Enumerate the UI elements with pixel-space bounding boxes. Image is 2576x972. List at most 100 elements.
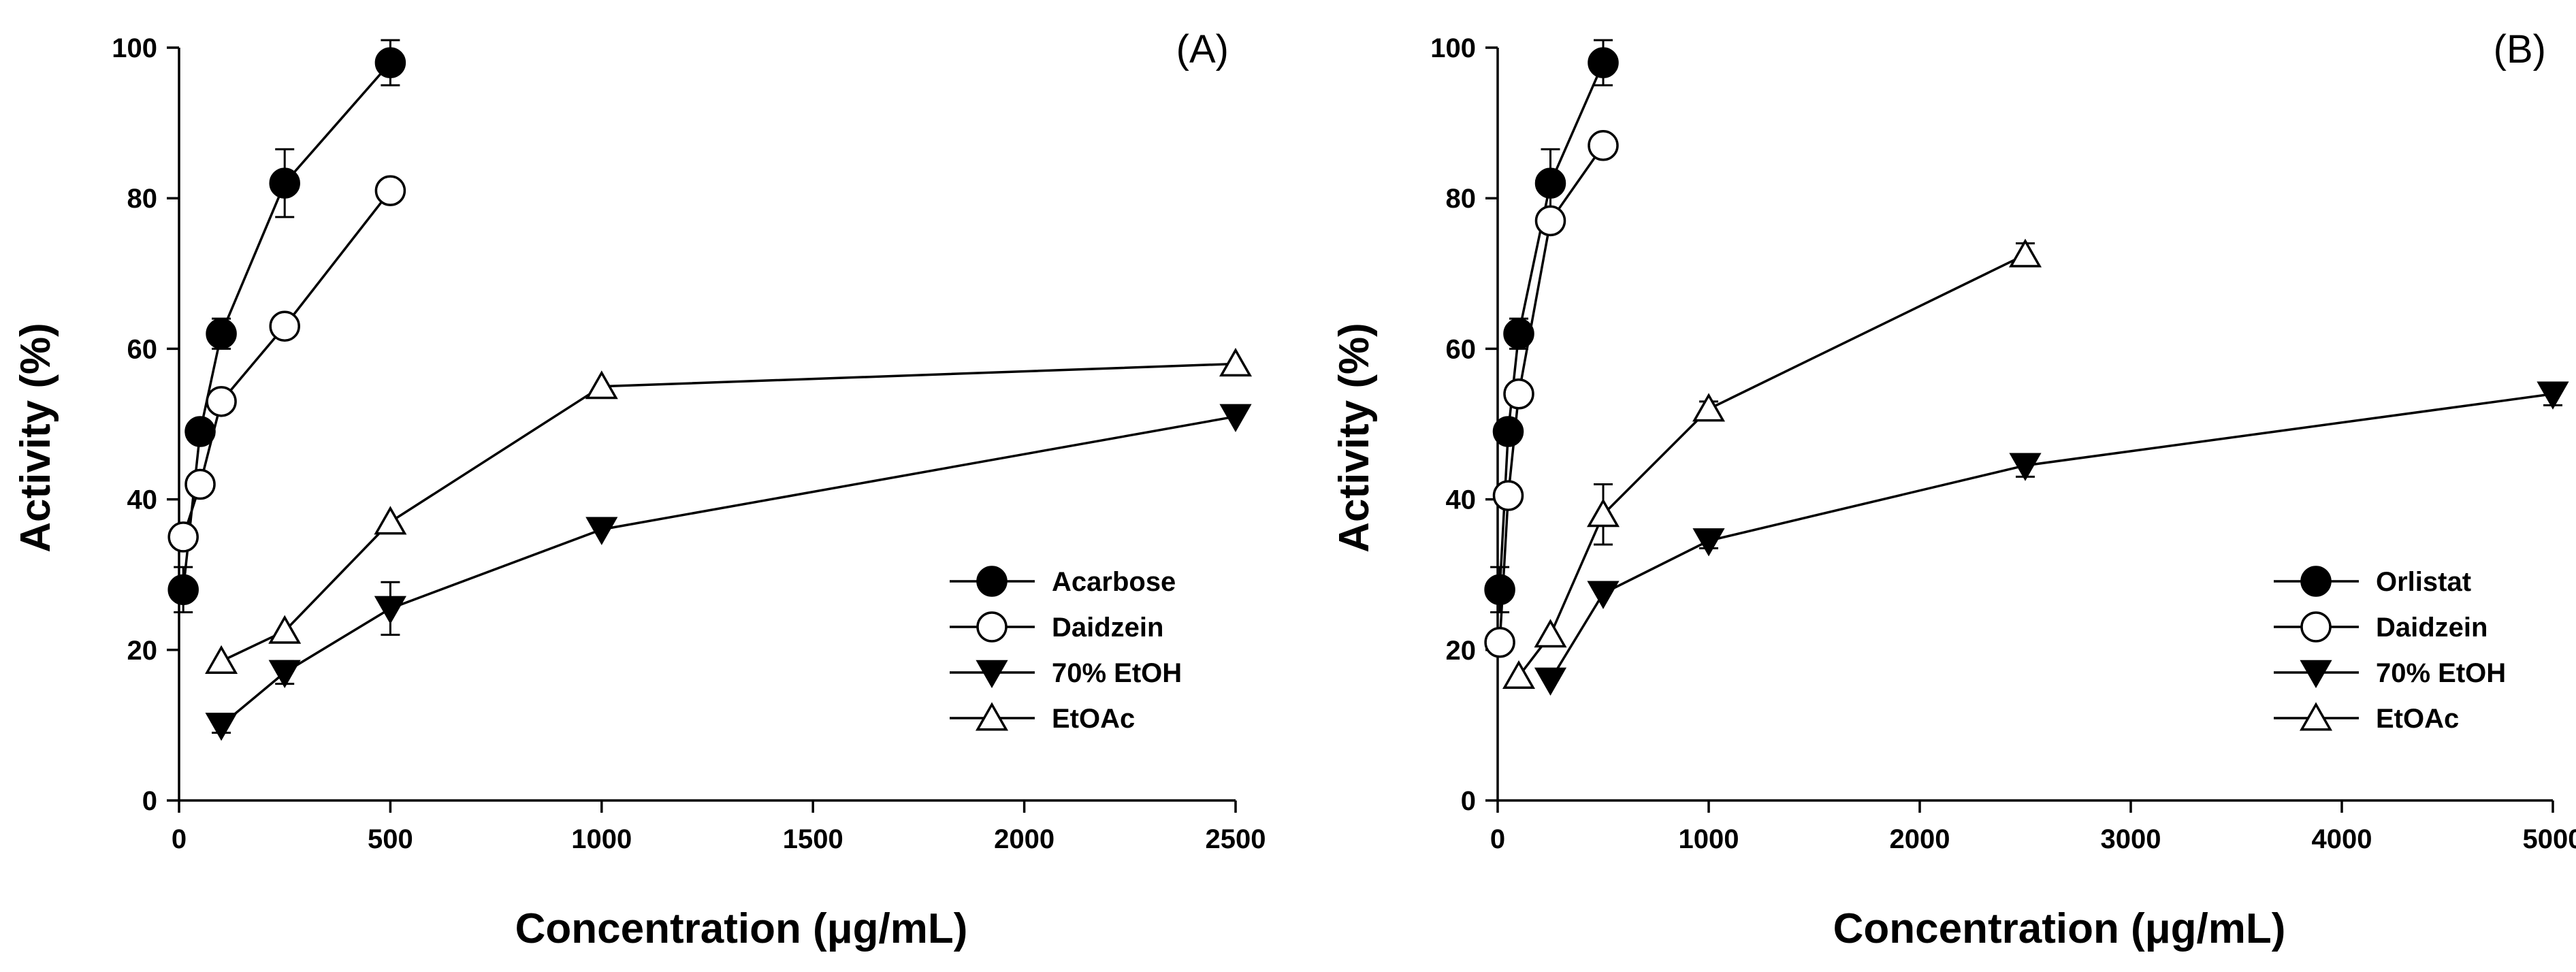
data-point [1588,47,1619,78]
x-tick-label: 2000 [994,824,1054,854]
y-axis-title: Activity (%) [1331,323,1378,553]
legend-marker [976,611,1008,643]
data-point [1492,480,1524,511]
series-daidzein [167,175,406,553]
legend-item: EtOAc [2274,702,2459,734]
legend-marker [2300,611,2332,643]
legend-marker [976,660,1008,688]
legend-label: Acarbose [1052,567,1176,597]
y-tick-label: 80 [127,184,158,214]
data-point [205,713,238,741]
x-tick-label: 4000 [2312,824,2372,854]
data-point [1502,660,1536,690]
data-point [374,47,406,78]
data-point [268,660,301,688]
data-point [374,175,406,206]
data-point [374,596,406,624]
y-tick-label: 20 [127,636,158,666]
data-point [206,318,237,350]
data-point [1534,619,1567,648]
legend-label: 70% EtOH [1052,658,1182,688]
series-acarbose [167,39,406,613]
legend-marker [975,702,1009,731]
data-point [585,370,618,400]
legend-item: 70% EtOH [950,658,1182,688]
data-point [1219,348,1253,377]
y-tick-label: 20 [1446,636,1477,666]
x-tick-label: 3000 [2101,824,2161,854]
chart-panel-b: 0 1000 2000 3000 4000 5000 0 20 40 60 80 100 Concent… [1331,27,2576,952]
data-point [2009,453,2042,481]
x-tick-label: 0 [1490,824,1505,854]
legend-label: Orlistat [2376,567,2471,597]
series-etoac [205,348,1253,674]
legend-label: Daidzein [1052,613,1163,643]
data-point [2008,238,2042,268]
data-point [1484,626,1515,658]
legend-marker [2300,566,2332,597]
x-axis-title: Concentration (μg/mL) [515,905,968,952]
y-tick-label: 40 [127,485,158,515]
data-point [269,310,300,342]
x-tick-label: 1000 [571,824,632,854]
series-70-etoh [1534,381,2569,696]
y-tick-label: 80 [1446,184,1477,214]
data-point [167,521,199,553]
data-point [206,386,237,417]
data-point [1484,574,1515,606]
x-tick-label: 2000 [1890,824,1950,854]
chart-panel-a: 0 500 1000 1500 2000 2500 0 20 40 60 80 100 Concentr… [12,27,1266,952]
x-axis-title: Concentration (μg/mL) [1833,905,2286,952]
x-tick-label: 2500 [1206,824,1266,854]
data-point [1588,130,1619,161]
data-point [269,167,300,199]
legend-item: 70% EtOH [2274,658,2506,688]
x-tick-label: 500 [368,824,413,854]
legend-label: EtOAc [1052,704,1135,734]
data-point [1503,378,1534,410]
legend-marker [2300,660,2332,688]
panel-label: (A) [1176,27,1229,71]
data-point [184,468,216,500]
data-point [585,517,618,545]
data-point [205,645,238,674]
y-tick-label: 100 [1430,33,1476,63]
y-tick-label: 100 [112,33,157,63]
legend-marker [2299,702,2333,731]
data-point [1534,205,1566,237]
y-tick-label: 40 [1446,485,1477,515]
y-tick-label: 0 [142,786,157,816]
data-point [268,615,302,644]
legend-item: Orlistat [2274,566,2471,597]
series-daidzein [1484,130,1619,658]
data-point [1692,528,1725,557]
data-point [374,506,407,535]
series-70-etoh [205,404,1252,741]
x-tick-label: 5000 [2523,824,2576,854]
x-tick-label: 1500 [783,824,843,854]
legend-label: EtOAc [2376,704,2459,734]
y-axis-title: Activity (%) [12,323,59,553]
y-tick-label: 60 [1446,334,1477,364]
legend-item: EtOAc [950,702,1135,734]
y-tick-label: 0 [1461,786,1476,816]
data-point [167,574,199,606]
panel-label: (B) [2494,27,2546,71]
x-tick-label: 1000 [1679,824,1739,854]
legend-item: Daidzein [2274,611,2488,643]
legend-item: Daidzein [950,611,1163,643]
legend-item: Acarbose [950,566,1176,597]
legend-label: Daidzein [2376,613,2488,643]
data-point [1492,416,1524,447]
data-point [1534,167,1566,199]
data-point [1692,393,1726,422]
series-line [1517,253,2026,677]
data-point [1587,581,1620,609]
y-tick-label: 60 [127,334,158,364]
legend-marker [976,566,1008,597]
x-tick-label: 0 [172,824,187,854]
data-point [1534,667,1567,696]
series-etoac [1502,238,2042,690]
data-point [1586,498,1620,528]
legend-label: 70% EtOH [2376,658,2506,688]
